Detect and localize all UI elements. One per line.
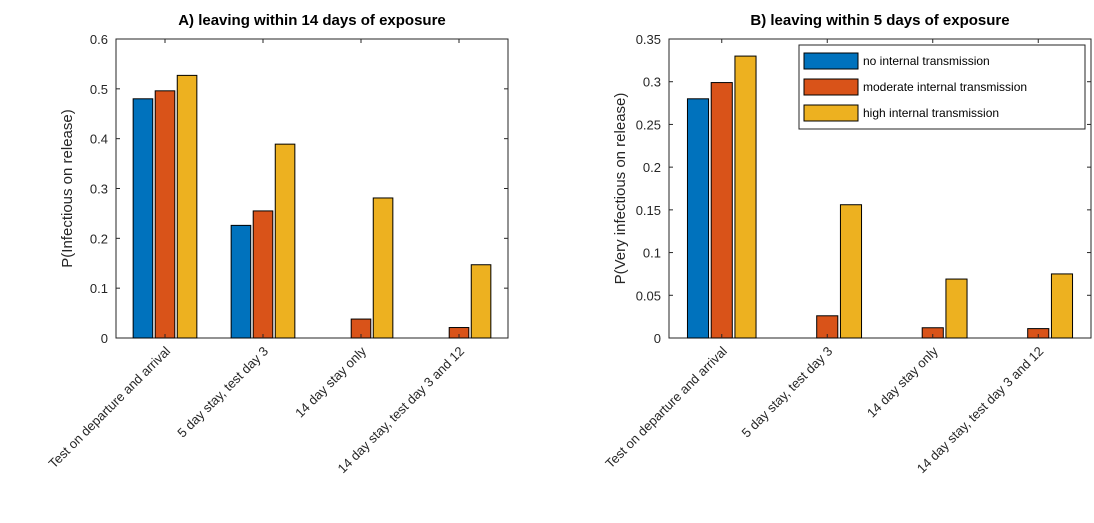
bar xyxy=(686,98,710,339)
y-tick-label: 0.3 xyxy=(90,182,108,197)
y-tick-label: 0.05 xyxy=(636,288,661,303)
x-tick-label: Test on departure and arrival xyxy=(602,343,730,471)
legend-label: moderate internal transmission xyxy=(863,80,1027,94)
x-tick-label: 14 day stay only xyxy=(292,343,369,420)
y-tick-label: 0.2 xyxy=(643,160,661,175)
legend-swatch xyxy=(803,104,859,122)
y-tick-label: 0.1 xyxy=(643,246,661,261)
legend-label: high internal transmission xyxy=(863,106,999,120)
bar xyxy=(839,204,863,339)
chart-title: A) leaving within 14 days of exposure xyxy=(178,12,446,29)
chart-panel-a: 0 0.1 0.2 0.3 0.4 0.5 0.6 Test on departure and… xyxy=(45,12,509,476)
legend-swatch xyxy=(803,78,859,96)
y-tick-label: 0.15 xyxy=(636,203,661,218)
y-tick-label: 0.5 xyxy=(90,82,108,97)
chart-title: B) leaving within 5 days of exposure xyxy=(750,12,1009,29)
x-tick-label: Test on departure and arrival xyxy=(45,343,173,471)
bar xyxy=(176,74,198,339)
bar xyxy=(710,82,733,339)
y-axis-label: P(Very infectious on release) xyxy=(612,93,629,285)
bar xyxy=(132,98,154,339)
bar xyxy=(734,55,757,339)
bar xyxy=(372,197,394,339)
legend-label: no internal transmission xyxy=(863,54,990,68)
x-tick-label: 5 day stay, test day 3 xyxy=(739,344,836,441)
bar xyxy=(154,90,176,339)
bar xyxy=(945,278,968,339)
y-tick-label: 0.25 xyxy=(636,117,661,132)
legend-swatch xyxy=(803,52,859,70)
y-tick-label: 0 xyxy=(101,331,108,346)
y-tick-label: 0.1 xyxy=(90,281,108,296)
x-tick-label: 5 day stay, test day 3 xyxy=(174,344,271,441)
y-tick-label: 0.35 xyxy=(636,32,661,47)
bar xyxy=(1050,273,1074,339)
y-tick-label: 0 xyxy=(654,331,661,346)
chart-panel-b: 0 0.05 0.1 0.15 0.2 0.25 0.3 0.35 Test on depart… xyxy=(602,12,1092,477)
y-tick-label: 0.3 xyxy=(643,75,661,90)
y-tick-label: 0.6 xyxy=(90,32,108,47)
bar xyxy=(230,224,252,339)
y-tick-label: 0.4 xyxy=(90,132,108,147)
x-tick-label: 14 day stay only xyxy=(864,343,941,420)
bar xyxy=(252,210,274,339)
bar xyxy=(274,143,296,339)
x-tick-label: 14 day stay, test day 3 and 12 xyxy=(914,344,1047,477)
bar xyxy=(470,264,492,339)
y-axis-label: P(Infectious on release) xyxy=(59,109,76,267)
y-tick-label: 0.2 xyxy=(90,231,108,246)
legend: no internal transmission moderate interna… xyxy=(798,44,1086,130)
